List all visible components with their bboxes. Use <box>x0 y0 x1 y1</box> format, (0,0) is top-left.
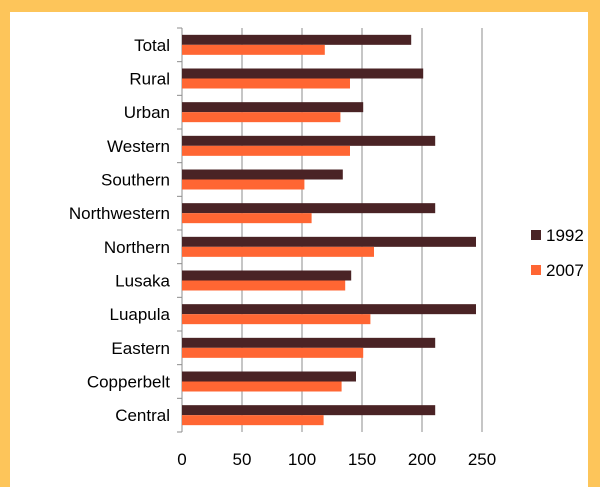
category-label-urban: Urban <box>124 103 170 122</box>
category-label-eastern: Eastern <box>111 339 170 358</box>
bar-2007-total <box>182 44 325 55</box>
bar-1992-copperbelt <box>182 371 356 382</box>
legend-label-2007: 2007 <box>546 261 584 280</box>
category-label-northern: Northern <box>104 238 170 257</box>
bar-1992-luapula <box>182 304 476 315</box>
bar-1992-northwestern <box>182 203 436 214</box>
x-tick-label-100: 100 <box>288 450 316 469</box>
x-tick-label-50: 50 <box>233 450 252 469</box>
category-labels: Total Rural Urban Western Southern Northweste… <box>69 36 171 425</box>
x-tick-label-150: 150 <box>348 450 376 469</box>
legend-swatch-1992 <box>531 230 541 240</box>
bar-2007-urban <box>182 112 341 123</box>
bar-1992-northern <box>182 236 476 247</box>
category-label-southern: Southern <box>101 171 170 190</box>
bar-1992-lusaka <box>182 270 352 281</box>
legend: 1992 2007 <box>531 226 584 280</box>
legend-label-1992: 1992 <box>546 226 584 245</box>
x-tick-label-0: 0 <box>177 450 186 469</box>
x-tick-labels: 0 50 100 150 200 250 <box>177 450 496 469</box>
category-label-copperbelt: Copperbelt <box>87 373 170 392</box>
category-label-luapula: Luapula <box>109 305 170 324</box>
chart-frame: Total Rural Urban Western Southern Northweste… <box>10 12 588 487</box>
category-label-central: Central <box>115 406 170 425</box>
bar-1992-eastern <box>182 337 436 348</box>
bar-2007-northwestern <box>182 213 312 224</box>
category-label-northwestern: Northwestern <box>69 204 170 223</box>
bar-2007-southern <box>182 179 305 190</box>
bar-2007-western <box>182 145 350 156</box>
x-tick-label-250: 250 <box>468 450 496 469</box>
bar-2007-eastern <box>182 347 364 358</box>
x-tick-label-200: 200 <box>408 450 436 469</box>
bar-1992-rural <box>182 68 424 79</box>
bar-2007-lusaka <box>182 280 346 291</box>
category-label-lusaka: Lusaka <box>115 272 170 291</box>
bar-1992-southern <box>182 169 343 180</box>
bar-2007-central <box>182 415 324 426</box>
bar-1992-urban <box>182 102 364 113</box>
bar-chart: Total Rural Urban Western Southern Northweste… <box>69 27 584 469</box>
bar-2007-luapula <box>182 314 371 325</box>
gridlines <box>177 27 483 433</box>
bar-1992-total <box>182 34 412 45</box>
bar-2007-rural <box>182 78 350 89</box>
legend-swatch-2007 <box>531 265 541 275</box>
category-label-rural: Rural <box>129 70 170 89</box>
bars <box>182 34 476 426</box>
category-label-western: Western <box>107 137 170 156</box>
bar-1992-western <box>182 135 436 146</box>
bar-1992-central <box>182 405 436 416</box>
bar-2007-northern <box>182 246 374 257</box>
category-label-total: Total <box>134 36 170 55</box>
bar-2007-copperbelt <box>182 381 342 392</box>
